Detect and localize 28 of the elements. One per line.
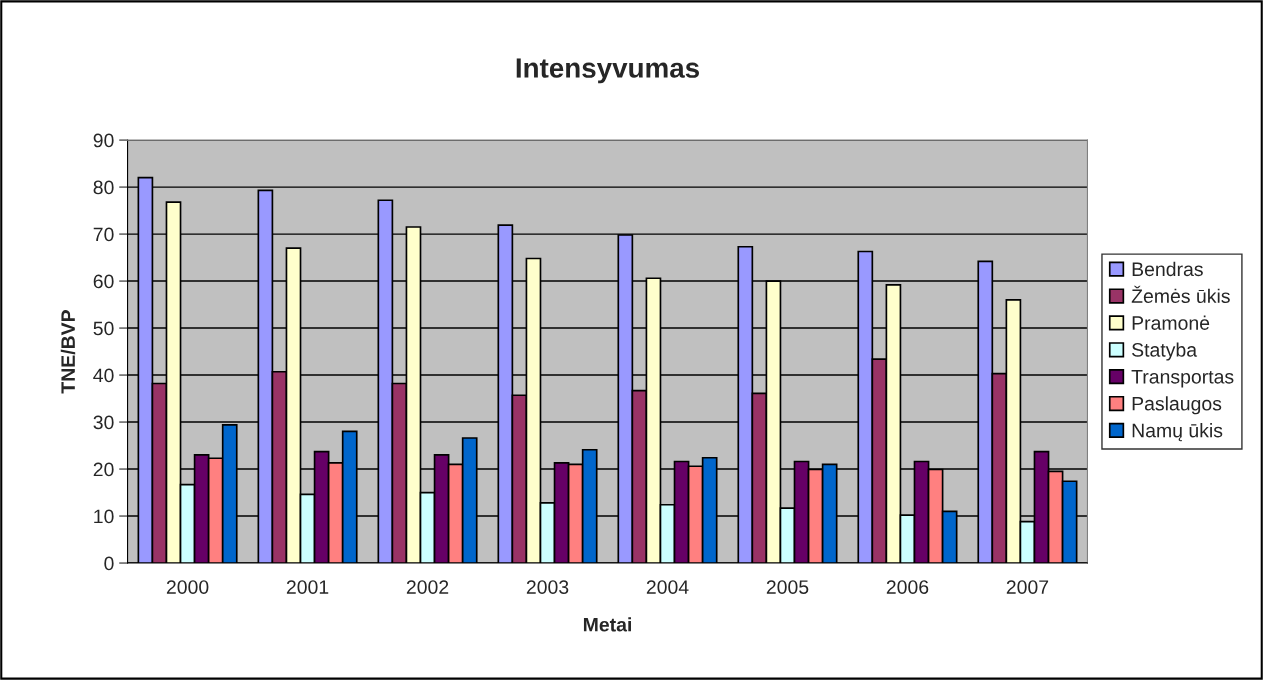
x-tick-label: 2005 [766,580,809,594]
chart-title: Intensyvumas [516,58,699,84]
y-axis-title: TNE/BVP [60,310,76,394]
legend-label: Statyba [1132,342,1198,361]
y-tick-label: 0 [104,556,114,571]
x-tick-label: 2006 [886,580,929,594]
x-tick-label: 2004 [646,580,689,594]
y-tick-label: 20 [93,462,114,477]
legend-label: Pramonė [1132,315,1210,330]
x-tick-label: 2001 [286,580,329,594]
x-tick-label: 2007 [1006,580,1049,594]
y-tick-label: 90 [93,133,114,148]
legend-label: Transportas [1131,370,1234,388]
y-tick-label: 30 [93,415,114,430]
y-tick-label: 80 [93,180,114,195]
x-tick-label: 2000 [166,580,209,594]
legend-label: Žemės ūkis [1131,285,1230,304]
y-tick-label: 40 [93,368,114,383]
legend-label: Namų ūkis [1132,423,1223,442]
y-tick-label: 70 [93,227,114,242]
x-tick-label: 2002 [406,580,449,594]
legend-label: Bendras [1132,261,1203,277]
x-tick-label: 2003 [526,580,569,594]
legend-label: Paslaugos [1132,396,1222,415]
y-tick-label: 10 [94,509,114,524]
y-tick-label: 60 [93,274,114,289]
y-tick-label: 50 [93,321,114,336]
x-axis-title: Metai [583,617,631,632]
